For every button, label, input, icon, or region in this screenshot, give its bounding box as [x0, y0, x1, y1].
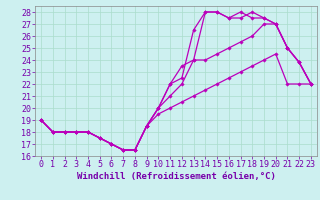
X-axis label: Windchill (Refroidissement éolien,°C): Windchill (Refroidissement éolien,°C) — [76, 172, 276, 181]
